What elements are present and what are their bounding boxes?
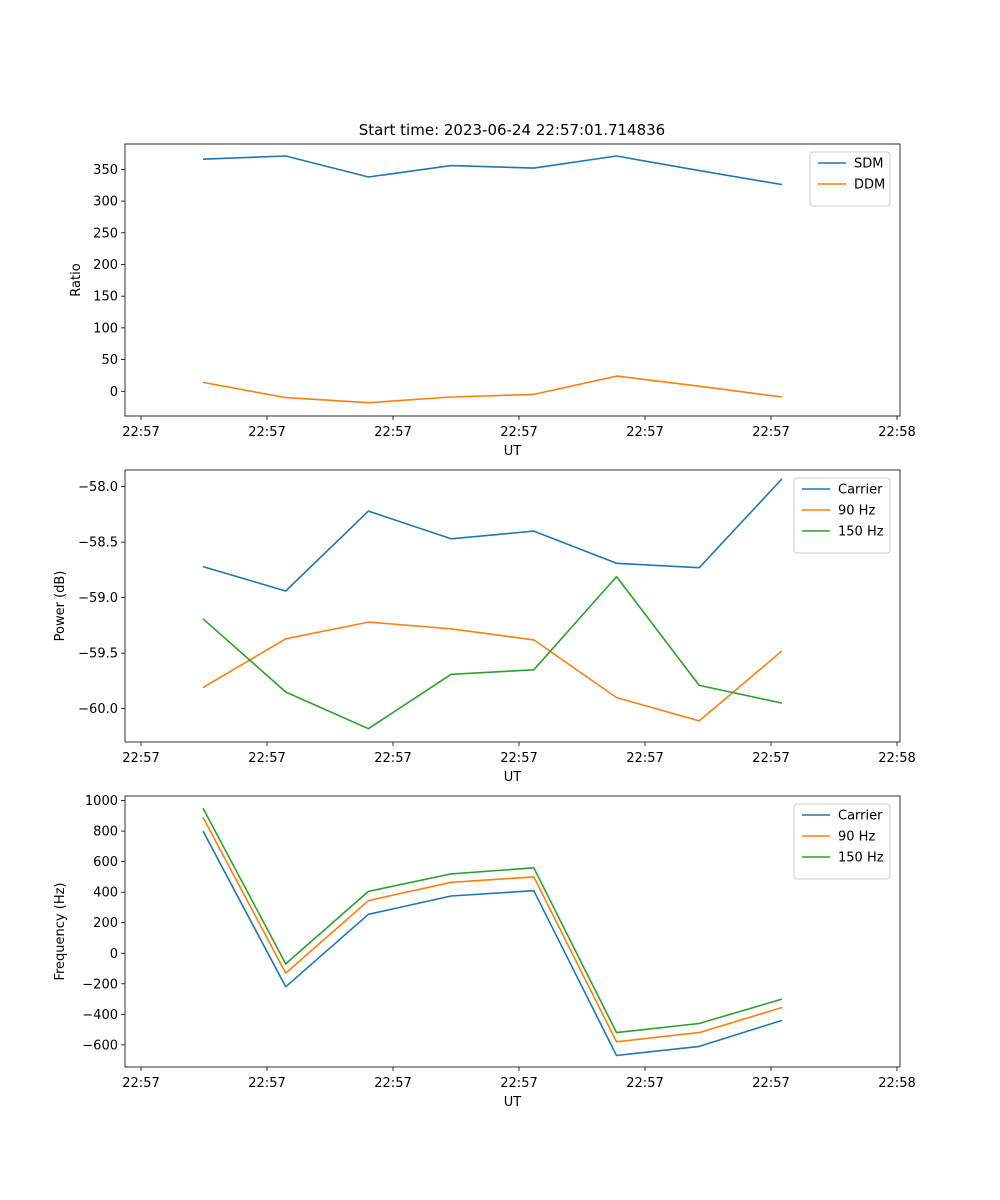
ratio-y-axis-label: Ratio xyxy=(69,263,84,296)
ratio-x-tick-label: 22:58 xyxy=(878,425,915,440)
ratio-legend: SDM DDM xyxy=(809,151,891,207)
power-axes-frame xyxy=(124,469,901,743)
frequency-y-tick-label: 1000 xyxy=(85,794,118,809)
power-x-tick-label: 22:57 xyxy=(248,751,285,766)
power-x-axis-label: UT xyxy=(504,770,522,785)
power-series-150-hz-line xyxy=(202,575,783,730)
power-legend-box xyxy=(793,477,891,554)
power-y-tick-label: −60.0 xyxy=(78,702,118,717)
frequency-legend: Carrier 90 Hz 150 Hz xyxy=(793,803,891,880)
frequency-y-axis-label: Frequency (Hz) xyxy=(53,882,68,980)
power-legend-label: 90 Hz xyxy=(838,504,875,519)
power-x-tick-label: 22:57 xyxy=(122,751,159,766)
frequency-x-tick-label: 22:57 xyxy=(248,1076,285,1091)
ratio-x-axis-label: UT xyxy=(504,444,522,459)
frequency-x-tick-label: 22:57 xyxy=(122,1076,159,1091)
frequency-x-tick-label: 22:57 xyxy=(374,1076,411,1091)
power-y-tick-label: −58.5 xyxy=(78,536,118,551)
frequency-series-150-hz-line xyxy=(202,807,783,1034)
frequency-legend-label: Carrier xyxy=(838,809,883,824)
ratio-x-tick-label: 22:57 xyxy=(122,425,159,440)
ratio-legend-label: DDM xyxy=(854,178,885,193)
frequency-x-tick-label: 22:57 xyxy=(626,1076,663,1091)
power-series-90-hz-line xyxy=(202,621,783,722)
frequency-y-tick-label: 200 xyxy=(93,916,118,931)
frequency-y-tick-label: −600 xyxy=(82,1038,118,1053)
frequency-legend-box xyxy=(793,803,891,880)
power-x-tick-label: 22:57 xyxy=(374,751,411,766)
frequency-panel: −600 −400 −200 0 200 400 600 800 1000 22:57 22:57 2… xyxy=(53,794,916,1110)
ratio-axes-frame xyxy=(124,143,901,417)
frequency-y-tick-label: 400 xyxy=(93,886,118,901)
frequency-y-tick-label: 600 xyxy=(93,855,118,870)
frequency-legend-label: 150 Hz xyxy=(838,851,884,866)
ratio-x-tick-label: 22:57 xyxy=(752,425,789,440)
ratio-series-ddm-line xyxy=(202,375,783,404)
frequency-y-tick-label: 800 xyxy=(93,825,118,840)
frequency-x-tick-label: 22:57 xyxy=(752,1076,789,1091)
power-series-carrier-line xyxy=(202,478,783,592)
frequency-y-tick-label: 0 xyxy=(110,947,118,962)
ratio-y-tick-label: 350 xyxy=(93,163,118,178)
frequency-axes-frame xyxy=(124,795,901,1068)
power-x-tick-label: 22:57 xyxy=(500,751,537,766)
ratio-legend-label: SDM xyxy=(854,157,883,172)
power-y-tick-label: −59.0 xyxy=(78,591,118,606)
power-y-tick-label: −59.5 xyxy=(78,647,118,662)
frequency-series-carrier-line xyxy=(202,830,783,1057)
ratio-y-tick-label: 250 xyxy=(93,226,118,241)
ratio-x-tick-label: 22:57 xyxy=(500,425,537,440)
frequency-y-tick-label: −200 xyxy=(82,977,118,992)
frequency-x-tick-label: 22:58 xyxy=(878,1076,915,1091)
ratio-y-tick-label: 200 xyxy=(93,258,118,273)
ratio-y-tick-label: 0 xyxy=(110,385,118,400)
frequency-y-tick-label: −400 xyxy=(82,1008,118,1023)
power-x-tick-label: 22:57 xyxy=(752,751,789,766)
ratio-y-tick-label: 300 xyxy=(93,195,118,210)
power-y-tick-label: −58.0 xyxy=(78,480,118,495)
power-x-tick-label: 22:57 xyxy=(626,751,663,766)
ratio-y-tick-label: 50 xyxy=(101,353,118,368)
power-panel: −60.0 −59.5 −59.0 −58.5 −58.0 22:57 22:57 22:57… xyxy=(53,469,916,785)
frequency-x-tick-label: 22:57 xyxy=(500,1076,537,1091)
power-legend: Carrier 90 Hz 150 Hz xyxy=(793,477,891,554)
frequency-series-90-hz-line xyxy=(202,817,783,1043)
ratio-legend-box xyxy=(809,151,891,207)
figure-title: Start time: 2023-06-24 22:57:01.714836 xyxy=(359,121,665,139)
ratio-panel: 0 50 100 150 200 250 300 350 22:57 22:57 22:57 22:5… xyxy=(69,143,916,459)
power-legend-label: Carrier xyxy=(838,483,883,498)
ratio-x-tick-label: 22:57 xyxy=(626,425,663,440)
ratio-x-tick-label: 22:57 xyxy=(374,425,411,440)
frequency-x-axis-label: UT xyxy=(504,1095,522,1110)
ratio-series-sdm-line xyxy=(202,155,783,186)
ratio-x-tick-label: 22:57 xyxy=(248,425,285,440)
ratio-y-tick-label: 150 xyxy=(93,290,118,305)
power-y-axis-label: Power (dB) xyxy=(53,571,68,642)
frequency-legend-label: 90 Hz xyxy=(838,830,875,845)
ratio-y-tick-label: 100 xyxy=(93,321,118,336)
power-legend-label: 150 Hz xyxy=(838,525,884,540)
power-x-tick-label: 22:58 xyxy=(878,751,915,766)
